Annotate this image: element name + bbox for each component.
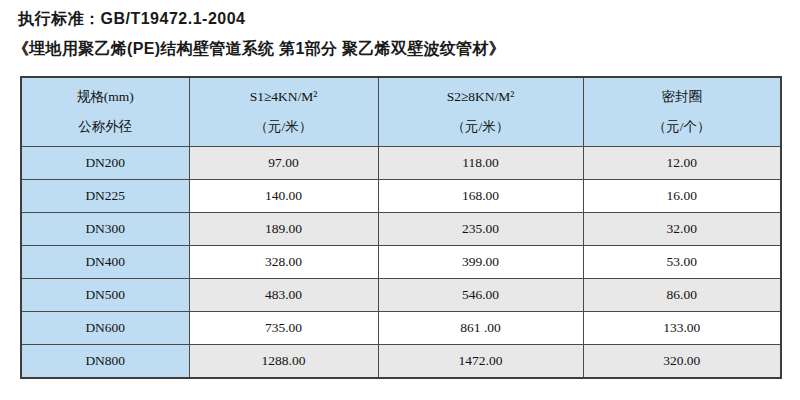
table-row-dn600: DN600 735.00 861 .00 133.00	[21, 312, 781, 345]
table-row-dn200: DN200 97.00 118.00 12.00	[21, 147, 781, 180]
header-seal-line1: 密封圈	[584, 84, 781, 110]
table-row-dn225: DN225 140.00 168.00 16.00	[21, 180, 781, 213]
table-header: 规格(mm) 公称外径 S1≥4KN/M² （元/米） S2≥8KN/M² （元…	[21, 77, 781, 147]
s2-cell: 1472.00	[378, 345, 583, 379]
s1-cell: 189.00	[189, 213, 378, 246]
s1-cell: 1288.00	[189, 345, 378, 379]
price-table: 规格(mm) 公称外径 S1≥4KN/M² （元/米） S2≥8KN/M² （元…	[20, 76, 782, 379]
s1-cell: 735.00	[189, 312, 378, 345]
seal-cell: 32.00	[583, 213, 781, 246]
table-row-dn400: DN400 328.00 399.00 53.00	[21, 246, 781, 279]
page-subtitle: 《埋地用聚乙烯(PE)结构壁管道系统 第1部分 聚乙烯双壁波纹管材》	[13, 39, 505, 60]
header-cell-s2: S2≥8KN/M² （元/米）	[378, 77, 583, 147]
seal-cell: 320.00	[583, 345, 781, 379]
header-s2-line1: S2≥8KN/M²	[379, 84, 583, 110]
seal-cell: 133.00	[583, 312, 781, 345]
header-row: 规格(mm) 公称外径 S1≥4KN/M² （元/米） S2≥8KN/M² （元…	[21, 77, 781, 147]
spec-cell: DN200	[21, 147, 189, 180]
header-cell-seal: 密封圈 （元/个）	[583, 77, 781, 147]
spec-cell: DN600	[21, 312, 189, 345]
s2-cell: 118.00	[378, 147, 583, 180]
s2-cell: 168.00	[378, 180, 583, 213]
table-row-dn800: DN800 1288.00 1472.00 320.00	[21, 345, 781, 379]
spec-cell: DN400	[21, 246, 189, 279]
seal-cell: 86.00	[583, 279, 781, 312]
s2-cell: 861 .00	[378, 312, 583, 345]
header-cell-spec: 规格(mm) 公称外径	[21, 77, 189, 147]
header-seal-line2: （元/个）	[584, 114, 781, 140]
header-spec-line1: 规格(mm)	[22, 84, 189, 110]
spec-cell: DN225	[21, 180, 189, 213]
s1-cell: 483.00	[189, 279, 378, 312]
s1-cell: 140.00	[189, 180, 378, 213]
page-title: 执行标准：GB/T19472.1-2004	[18, 9, 245, 30]
header-s1-line1: S1≥4KN/M²	[190, 84, 378, 110]
header-s2-line2: （元/米）	[379, 114, 583, 140]
header-spec-line2: 公称外径	[22, 114, 189, 140]
spec-cell: DN300	[21, 213, 189, 246]
spec-cell: DN800	[21, 345, 189, 379]
s1-cell: 97.00	[189, 147, 378, 180]
seal-cell: 16.00	[583, 180, 781, 213]
s1-cell: 328.00	[189, 246, 378, 279]
header-s1-line2: （元/米）	[190, 114, 378, 140]
seal-cell: 12.00	[583, 147, 781, 180]
seal-cell: 53.00	[583, 246, 781, 279]
table-row-dn300: DN300 189.00 235.00 32.00	[21, 213, 781, 246]
s2-cell: 399.00	[378, 246, 583, 279]
s2-cell: 235.00	[378, 213, 583, 246]
table-row-dn500: DN500 483.00 546.00 86.00	[21, 279, 781, 312]
s2-cell: 546.00	[378, 279, 583, 312]
spec-cell: DN500	[21, 279, 189, 312]
table-body: DN200 97.00 118.00 12.00 DN225 140.00 16…	[21, 147, 781, 379]
header-cell-s1: S1≥4KN/M² （元/米）	[189, 77, 378, 147]
